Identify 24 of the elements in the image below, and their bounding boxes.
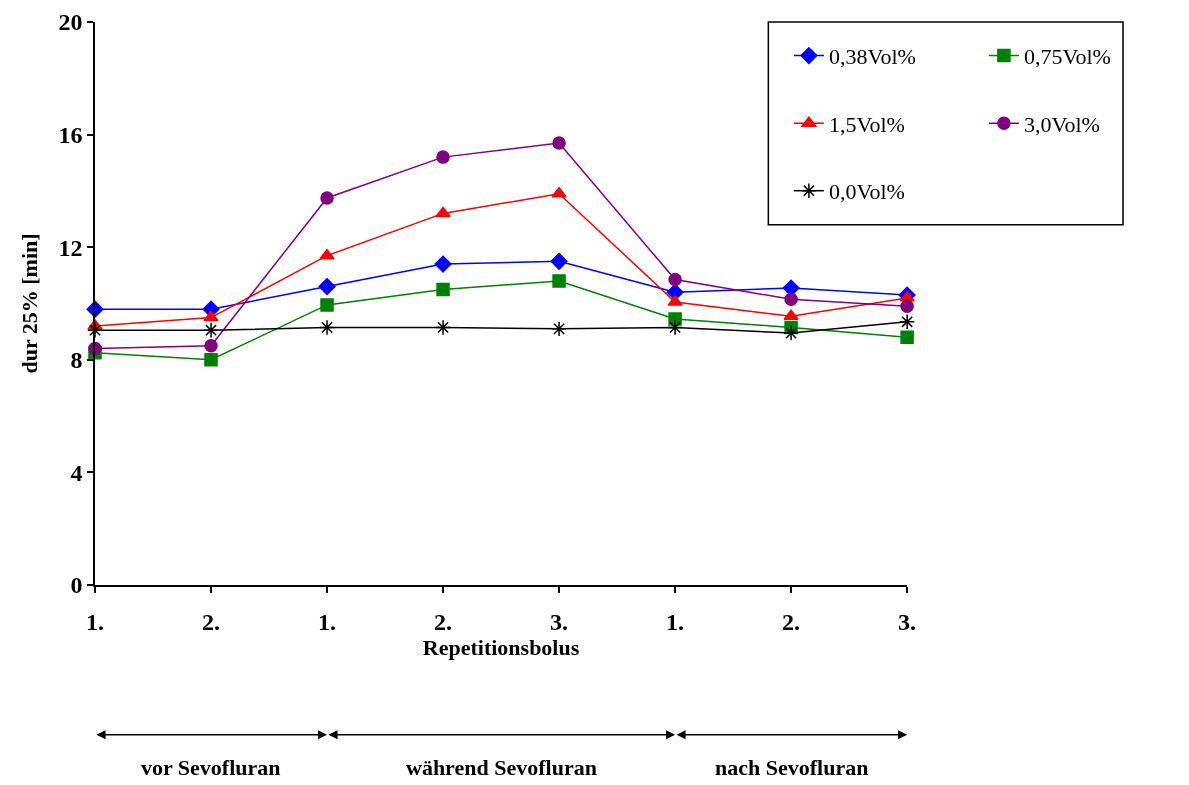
y-tick-label: 4 bbox=[70, 459, 83, 486]
legend-label: 0,38Vol% bbox=[828, 44, 916, 70]
x-tick-label: 2. bbox=[782, 608, 801, 635]
x-axis-title: Repetitionsbolus bbox=[422, 634, 580, 660]
x-tick-label: 1. bbox=[86, 608, 104, 635]
y-tick-label: 8 bbox=[70, 347, 83, 374]
legend-label: 0,0Vol% bbox=[828, 179, 905, 205]
y-axis-title: dur 25% [min] bbox=[16, 233, 42, 374]
text: nach Sevofluran bbox=[715, 755, 869, 780]
x-tick-label: 2. bbox=[202, 608, 221, 635]
text: vor Sevofluran bbox=[141, 755, 281, 780]
y-tick-label: 12 bbox=[58, 234, 83, 261]
legend-label: 3,0Vol% bbox=[1023, 111, 1100, 137]
legend-label: 0,75Vol% bbox=[1023, 44, 1111, 70]
y-tick-label: 0 bbox=[70, 572, 83, 599]
x-tick-label: 1. bbox=[666, 608, 685, 635]
text: während Sevofluran bbox=[406, 755, 597, 780]
x-tick-label: 3. bbox=[898, 608, 917, 635]
x-tick-label: 2. bbox=[434, 608, 453, 635]
legend-label: 1,5Vol% bbox=[828, 111, 905, 137]
x-tick-label: 3. bbox=[550, 608, 569, 635]
y-tick-label: 20 bbox=[58, 9, 83, 36]
x-tick-label: 1. bbox=[318, 608, 337, 635]
y-tick-label: 16 bbox=[58, 122, 83, 148]
